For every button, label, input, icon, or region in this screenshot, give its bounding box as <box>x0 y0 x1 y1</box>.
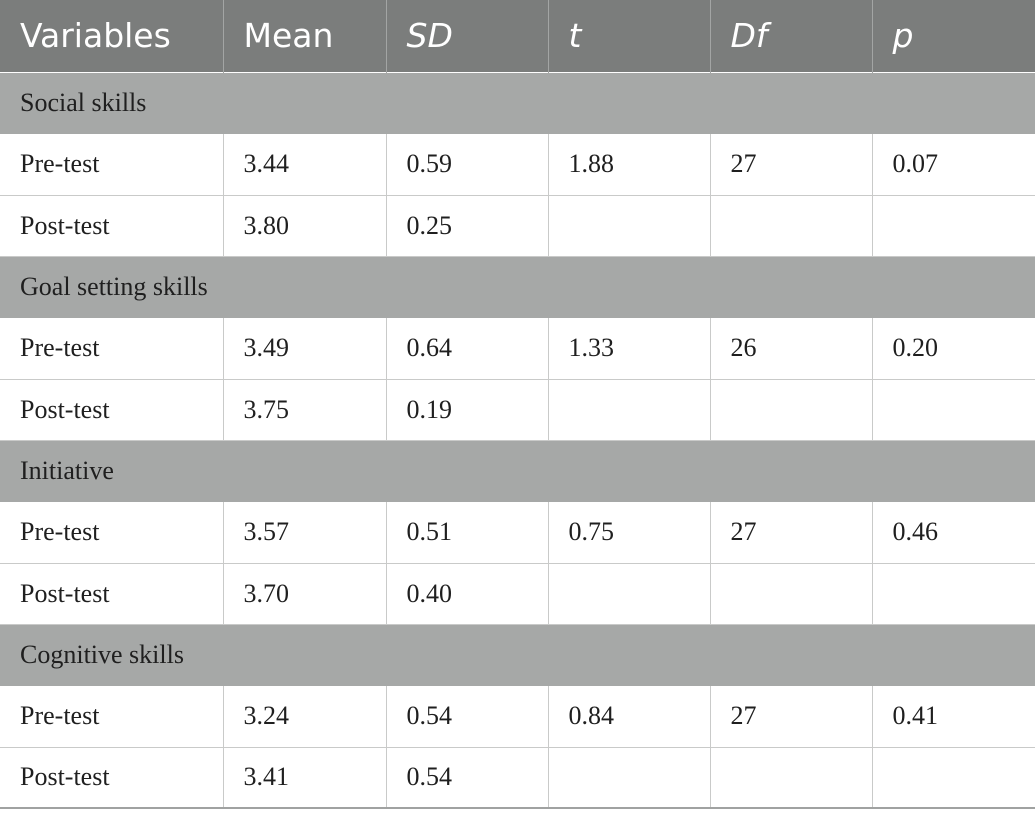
column-header-mean: Mean <box>223 0 387 72</box>
column-header-t: t <box>548 0 711 72</box>
row-label: Post-test <box>0 379 224 441</box>
cell-sd: 0.54 <box>386 686 549 748</box>
cell-sd: 0.19 <box>386 379 549 441</box>
group-label: Initiative <box>0 439 1035 502</box>
cell-p: 0.41 <box>872 686 1035 748</box>
table-row: Post-test 3.80 0.25 <box>0 195 1035 257</box>
column-header-sd: SD <box>386 0 549 72</box>
cell-df <box>710 195 873 257</box>
group-label: Cognitive skills <box>0 623 1035 686</box>
cell-sd: 0.64 <box>386 318 549 380</box>
group-label: Goal setting skills <box>0 255 1035 318</box>
cell-sd: 0.59 <box>386 134 549 196</box>
column-header-variables: Variables <box>0 0 224 72</box>
cell-p: 0.20 <box>872 318 1035 380</box>
row-label: Post-test <box>0 563 224 625</box>
cell-p <box>872 379 1035 441</box>
cell-df <box>710 747 873 809</box>
cell-mean: 3.44 <box>223 134 387 196</box>
group-row-social-skills: Social skills <box>0 71 1035 134</box>
cell-mean: 3.70 <box>223 563 387 625</box>
cell-df: 27 <box>710 502 873 564</box>
cell-t: 0.75 <box>548 502 711 564</box>
cell-mean: 3.57 <box>223 502 387 564</box>
cell-t <box>548 379 711 441</box>
cell-t <box>548 747 711 809</box>
header-row: Variables Mean SD t Df p <box>0 0 1035 72</box>
cell-df: 27 <box>710 686 873 748</box>
table-body: Social skills Pre-test 3.44 0.59 1.88 27… <box>0 71 1035 809</box>
row-label: Post-test <box>0 747 224 809</box>
row-label: Pre-test <box>0 134 224 196</box>
table-row: Pre-test 3.49 0.64 1.33 26 0.20 <box>0 318 1035 380</box>
row-label: Pre-test <box>0 502 224 564</box>
row-label: Pre-test <box>0 318 224 380</box>
cell-mean: 3.41 <box>223 747 387 809</box>
cell-df <box>710 563 873 625</box>
row-label: Pre-test <box>0 686 224 748</box>
table-row: Post-test 3.70 0.40 <box>0 563 1035 625</box>
table-row: Post-test 3.75 0.19 <box>0 379 1035 441</box>
table-header: Variables Mean SD t Df p <box>0 0 1035 72</box>
cell-p: 0.07 <box>872 134 1035 196</box>
cell-t <box>548 195 711 257</box>
table-row: Pre-test 3.57 0.51 0.75 27 0.46 <box>0 502 1035 564</box>
table-row: Post-test 3.41 0.54 <box>0 747 1035 809</box>
results-table: Variables Mean SD t Df p Social skills P… <box>0 0 1035 809</box>
cell-t <box>548 563 711 625</box>
column-header-p: p <box>872 0 1035 72</box>
cell-df: 26 <box>710 318 873 380</box>
cell-df <box>710 379 873 441</box>
cell-mean: 3.75 <box>223 379 387 441</box>
group-row-goal-setting-skills: Goal setting skills <box>0 255 1035 318</box>
cell-sd: 0.51 <box>386 502 549 564</box>
cell-mean: 3.80 <box>223 195 387 257</box>
group-row-cognitive-skills: Cognitive skills <box>0 623 1035 686</box>
cell-t: 0.84 <box>548 686 711 748</box>
cell-p: 0.46 <box>872 502 1035 564</box>
column-header-df: Df <box>710 0 873 72</box>
cell-mean: 3.24 <box>223 686 387 748</box>
cell-sd: 0.40 <box>386 563 549 625</box>
cell-p <box>872 195 1035 257</box>
table-row: Pre-test 3.24 0.54 0.84 27 0.41 <box>0 686 1035 748</box>
cell-t: 1.33 <box>548 318 711 380</box>
cell-t: 1.88 <box>548 134 711 196</box>
cell-mean: 3.49 <box>223 318 387 380</box>
cell-df: 27 <box>710 134 873 196</box>
cell-sd: 0.25 <box>386 195 549 257</box>
cell-p <box>872 747 1035 809</box>
table-row: Pre-test 3.44 0.59 1.88 27 0.07 <box>0 134 1035 196</box>
cell-p <box>872 563 1035 625</box>
group-row-initiative: Initiative <box>0 439 1035 502</box>
row-label: Post-test <box>0 195 224 257</box>
group-label: Social skills <box>0 71 1035 134</box>
cell-sd: 0.54 <box>386 747 549 809</box>
